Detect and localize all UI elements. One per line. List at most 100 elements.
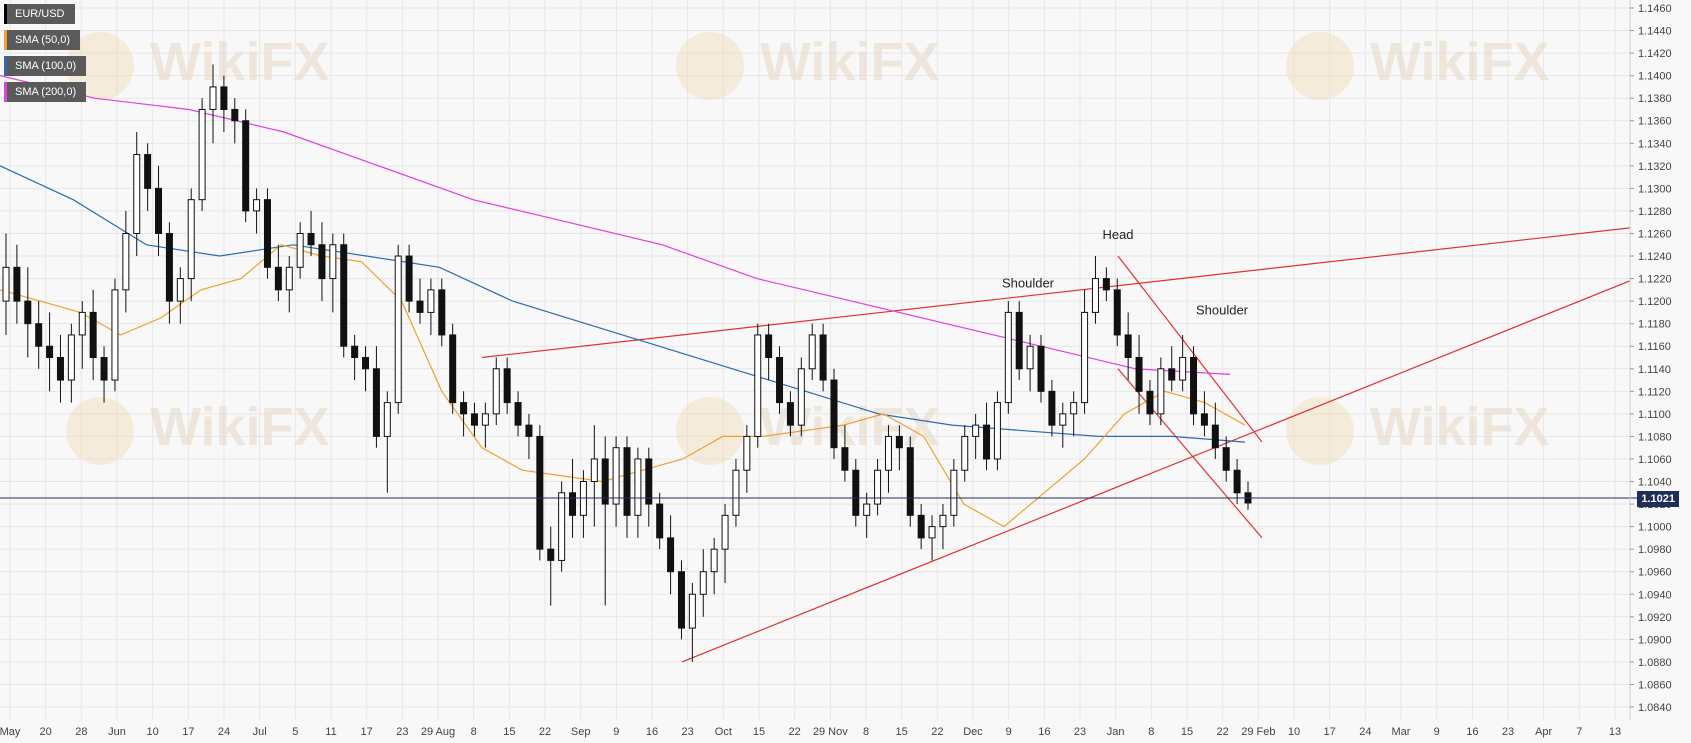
y-tick-label: 1.1080 bbox=[1638, 431, 1672, 443]
x-tick-label: Jul bbox=[253, 726, 267, 738]
candle-up bbox=[2, 266, 10, 302]
watermark-logo bbox=[676, 397, 744, 465]
candle-up bbox=[285, 266, 293, 291]
candle-down bbox=[449, 334, 457, 404]
x-tick-label: 5 bbox=[292, 726, 298, 738]
x-tick-label: 10 bbox=[1288, 726, 1300, 738]
chart-grid bbox=[0, 0, 1630, 720]
y-tick-label: 1.1420 bbox=[1638, 48, 1672, 60]
current-price-tag: 1.1021 bbox=[1637, 491, 1679, 507]
x-tick-label: Dec bbox=[963, 726, 983, 738]
x-tick-label: 15 bbox=[753, 726, 765, 738]
y-tick-label: 1.1120 bbox=[1638, 386, 1671, 398]
candle-down bbox=[895, 435, 903, 449]
y-tick-label: 1.1040 bbox=[1638, 477, 1672, 489]
neckline-upper bbox=[481, 227, 1631, 359]
y-tick-label: 1.1060 bbox=[1638, 454, 1672, 466]
candle-down bbox=[460, 402, 468, 415]
x-tick-label: 7 bbox=[1576, 726, 1582, 738]
candle-down bbox=[852, 469, 860, 516]
legend-item-sma50[interactable]: SMA (50,0) bbox=[4, 30, 81, 50]
y-axis: 1.1460 1.1440 1.1420 1.1400 1.1380 1.1360 1.13… bbox=[1630, 3, 1672, 714]
candle-up bbox=[67, 334, 75, 381]
candle-up bbox=[1157, 368, 1165, 415]
watermark-text: WikiFX bbox=[150, 397, 330, 457]
candle-up bbox=[1081, 311, 1089, 404]
legend-item-sma200[interactable]: SMA (200,0) bbox=[4, 82, 87, 102]
x-tick-label: 28 bbox=[75, 726, 87, 738]
candle-up bbox=[394, 255, 402, 404]
candle-down bbox=[438, 289, 446, 336]
legend-swatch bbox=[4, 82, 7, 102]
legend-item-sma100[interactable]: SMA (100,0) bbox=[4, 56, 87, 76]
watermark-logo bbox=[1286, 32, 1354, 100]
candle-up bbox=[874, 469, 882, 505]
candle-up bbox=[808, 334, 816, 370]
y-tick-label: 1.1400 bbox=[1638, 71, 1672, 83]
y-tick-label: 1.1440 bbox=[1638, 26, 1672, 38]
candle-up bbox=[1059, 413, 1067, 426]
x-tick-label: 10 bbox=[147, 726, 159, 738]
y-tick-label: 1.1320 bbox=[1638, 161, 1672, 173]
candle-down bbox=[470, 413, 478, 426]
x-tick-label: 9 bbox=[613, 726, 619, 738]
legend-swatch bbox=[4, 56, 7, 76]
candle-down bbox=[1113, 289, 1121, 336]
candle-up bbox=[1004, 311, 1012, 404]
candle-up bbox=[972, 424, 980, 437]
candle-up bbox=[688, 593, 696, 629]
x-tick-label: 24 bbox=[218, 726, 230, 738]
candle-up bbox=[296, 232, 304, 268]
x-tick-label: 13 bbox=[1609, 726, 1621, 738]
y-tick-label: 1.0880 bbox=[1638, 657, 1672, 669]
legend-label: SMA (100,0) bbox=[15, 60, 77, 72]
y-tick-label: 1.0960 bbox=[1638, 567, 1672, 579]
candle-down bbox=[1233, 469, 1241, 494]
candle-down bbox=[765, 334, 773, 358]
y-tick-label: 1.0920 bbox=[1638, 612, 1672, 624]
candle-down bbox=[220, 86, 228, 110]
candle-down bbox=[46, 345, 54, 358]
candle-down bbox=[13, 266, 21, 302]
x-tick-label: 16 bbox=[1466, 726, 1478, 738]
x-tick-label: Apr bbox=[1535, 726, 1552, 738]
candle-down bbox=[89, 311, 97, 359]
candle-down bbox=[372, 368, 380, 437]
x-tick-label: 8 bbox=[471, 726, 477, 738]
legend-item-pair[interactable]: EUR/USD bbox=[4, 4, 75, 24]
y-tick-label: 1.1180 bbox=[1638, 319, 1671, 331]
candle-up bbox=[329, 244, 337, 280]
candle-up bbox=[383, 402, 391, 437]
x-tick-label: 29 Feb bbox=[1241, 726, 1275, 738]
x-tick-label: Oct bbox=[715, 726, 732, 738]
candle-down bbox=[318, 244, 326, 280]
candle-up bbox=[884, 435, 892, 471]
legend-swatch bbox=[4, 4, 7, 24]
y-tick-label: 1.1340 bbox=[1638, 138, 1672, 150]
candle-down bbox=[514, 402, 522, 426]
candle-down bbox=[536, 435, 544, 550]
x-tick-label: 16 bbox=[1038, 726, 1050, 738]
candle-down bbox=[362, 357, 370, 370]
candle-down bbox=[1211, 424, 1219, 449]
candle-down bbox=[155, 187, 163, 234]
x-tick-label: 20 bbox=[40, 726, 52, 738]
x-tick-label: 15 bbox=[503, 726, 515, 738]
candle-up bbox=[558, 492, 566, 561]
candle-down bbox=[525, 424, 533, 437]
x-tick-label: 23 bbox=[1074, 726, 1086, 738]
x-tick-label: 23 bbox=[682, 726, 694, 738]
trendlines bbox=[481, 227, 1631, 663]
candle-down bbox=[819, 334, 827, 381]
candle-up bbox=[710, 548, 718, 573]
channel-lower bbox=[1117, 368, 1263, 539]
watermark-text: WikiFX bbox=[1370, 397, 1550, 457]
candle-up bbox=[634, 458, 642, 516]
y-tick-label: 1.1300 bbox=[1638, 183, 1672, 195]
candle-up bbox=[427, 289, 435, 313]
candle-up bbox=[732, 469, 740, 516]
candle-down bbox=[1190, 357, 1198, 415]
candle-down bbox=[841, 447, 849, 471]
candle-down bbox=[56, 357, 64, 381]
